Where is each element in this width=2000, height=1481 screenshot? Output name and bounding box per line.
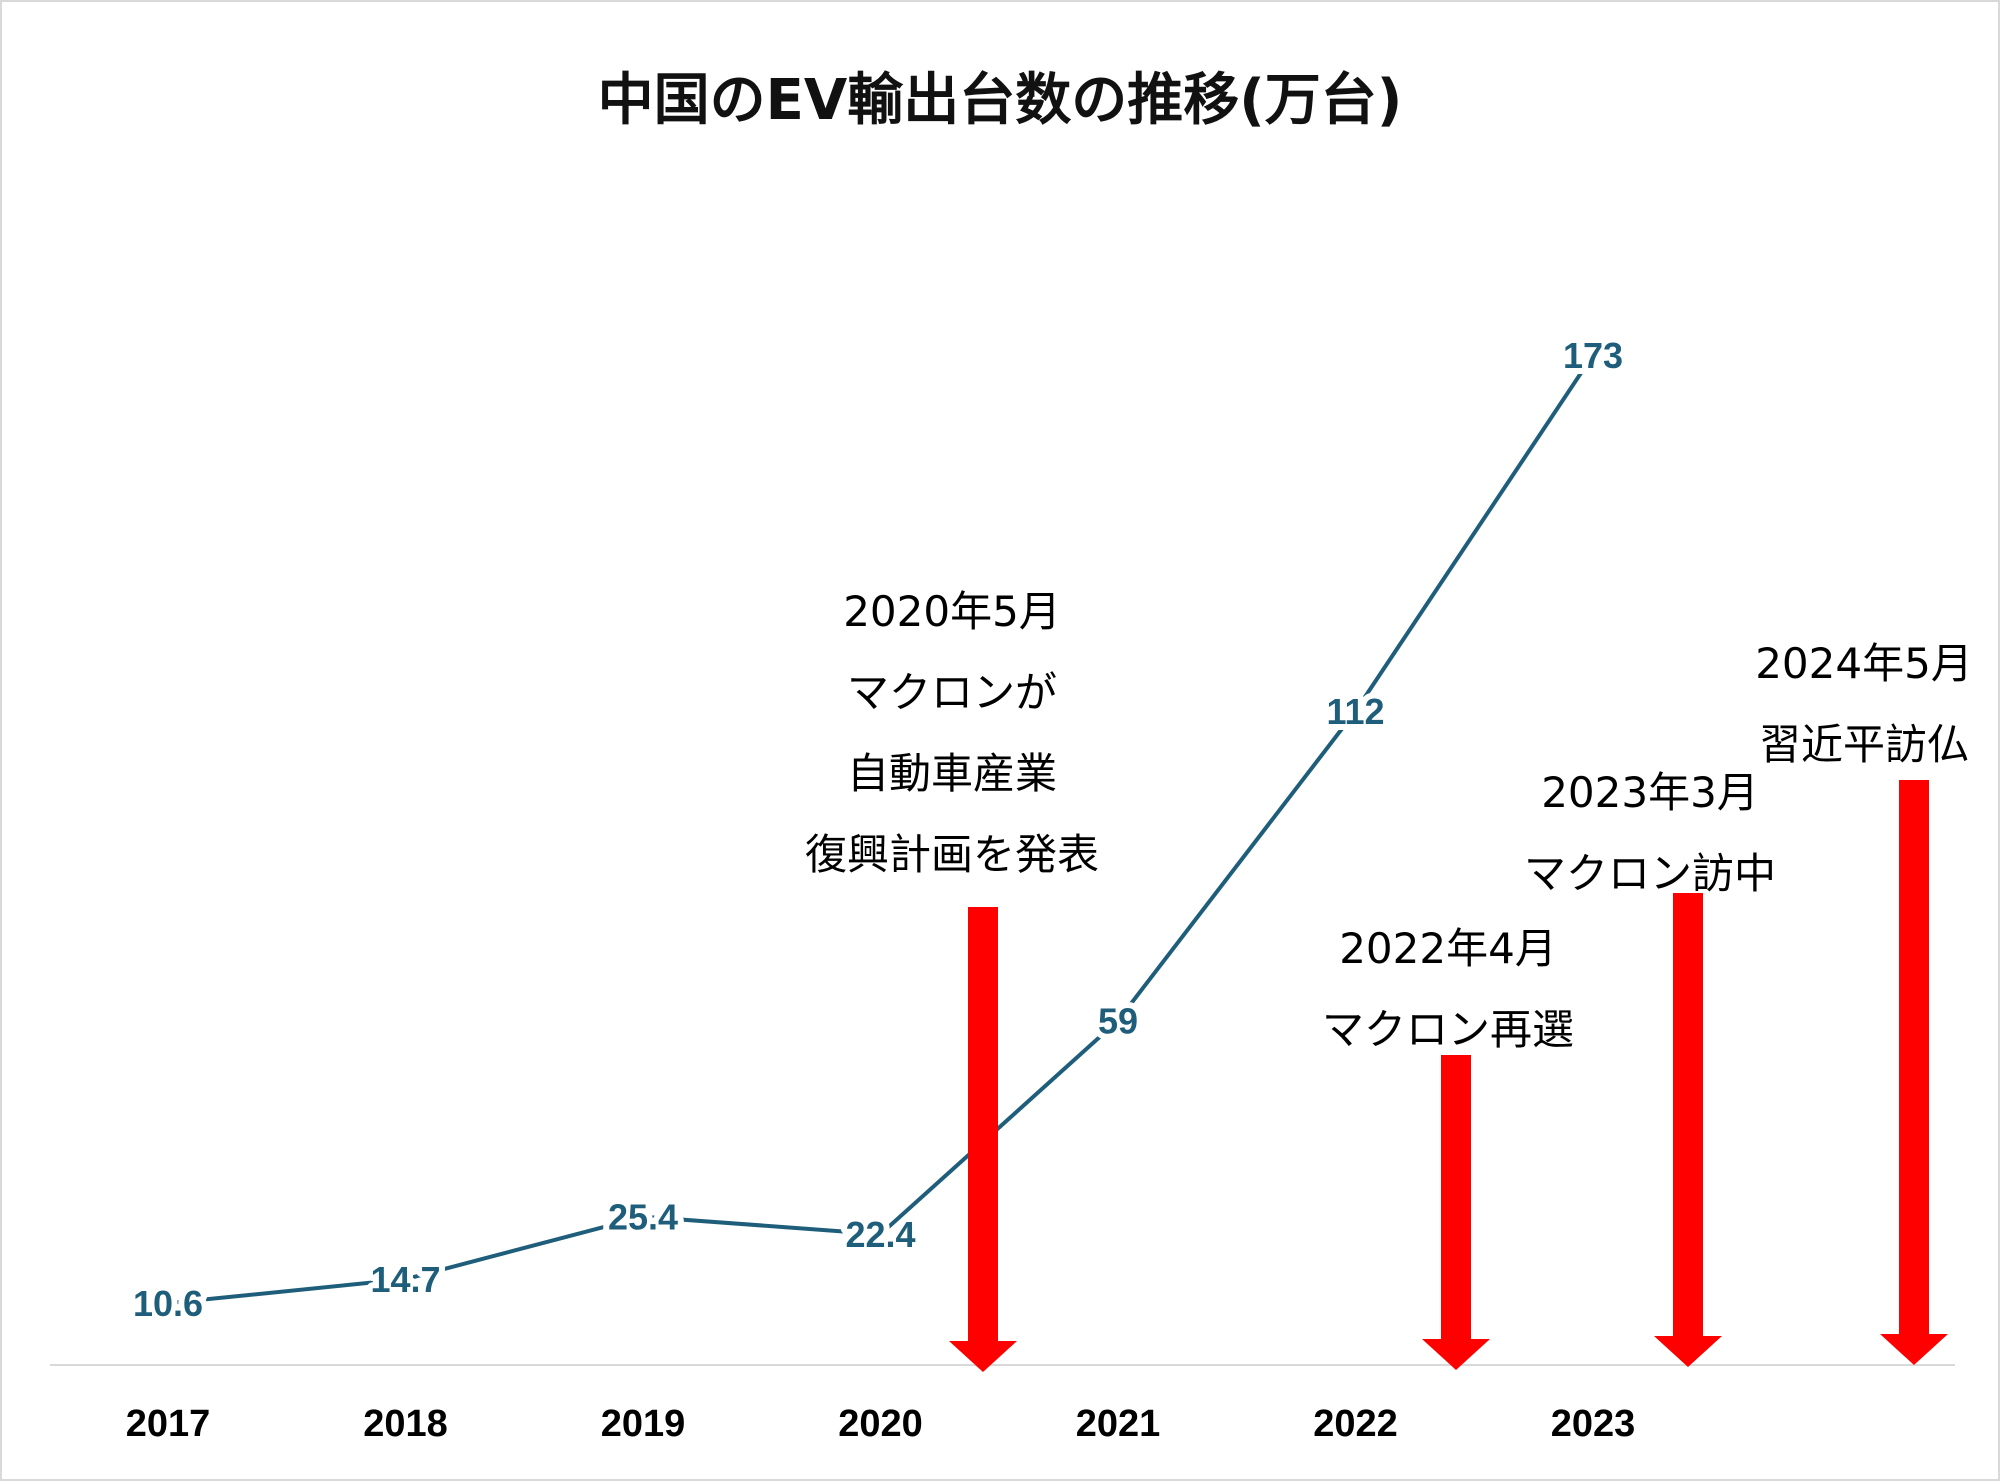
annotation-2023-line-1: 2023年3月	[1541, 768, 1759, 817]
annotation-2022-line-2: マクロン再選	[1321, 1005, 1575, 1054]
x-tick-label: 2020	[838, 1403, 923, 1445]
event-arrow	[1422, 1055, 1490, 1370]
annotation-2022: 2022年4月 マクロン再選	[1322, 908, 1574, 1070]
event-arrow	[949, 907, 1017, 1372]
annotation-2024: 2024年5月 習近平訪仏	[1755, 623, 1973, 785]
annotation-2024-line-1: 2024年5月	[1755, 639, 1973, 688]
data-label: 25.4	[608, 1197, 678, 1238]
data-label: 14.7	[370, 1259, 440, 1300]
x-tick-label: 2019	[601, 1403, 686, 1445]
data-label: 173	[1563, 335, 1623, 376]
annotation-2020-line-1: 2020年5月	[843, 587, 1061, 636]
x-tick-label: 2022	[1313, 1403, 1398, 1445]
annotation-2023-line-2: マクロン訪中	[1523, 849, 1777, 898]
annotation-2020: 2020年5月 マクロンが 自動車産業 復興計画を発表	[805, 571, 1099, 895]
series-line	[166, 353, 1595, 1306]
annotation-2020-line-2: マクロンが	[846, 668, 1058, 717]
x-tick-label: 2021	[1076, 1403, 1161, 1445]
annotation-2022-line-1: 2022年4月	[1339, 924, 1557, 973]
data-label: 59	[1098, 1001, 1138, 1042]
data-label: 10.6	[133, 1283, 203, 1324]
data-label: 112	[1326, 691, 1384, 732]
chart-title: 中国のEV輸出台数の推移(万台)	[597, 68, 1403, 133]
x-tick-label: 2023	[1551, 1403, 1636, 1445]
annotation-2020-line-3: 自動車産業	[846, 749, 1058, 798]
data-label: 22.4	[845, 1214, 915, 1255]
x-tick-label: 2017	[126, 1403, 211, 1445]
event-arrow	[1880, 780, 1948, 1365]
annotation-2023: 2023年3月 マクロン訪中	[1524, 752, 1776, 914]
event-arrow	[1654, 893, 1722, 1367]
x-tick-label: 2018	[363, 1403, 448, 1445]
annotation-2020-line-4: 復興計画を発表	[804, 830, 1100, 879]
annotation-2024-line-2: 習近平訪仏	[1758, 720, 1970, 769]
